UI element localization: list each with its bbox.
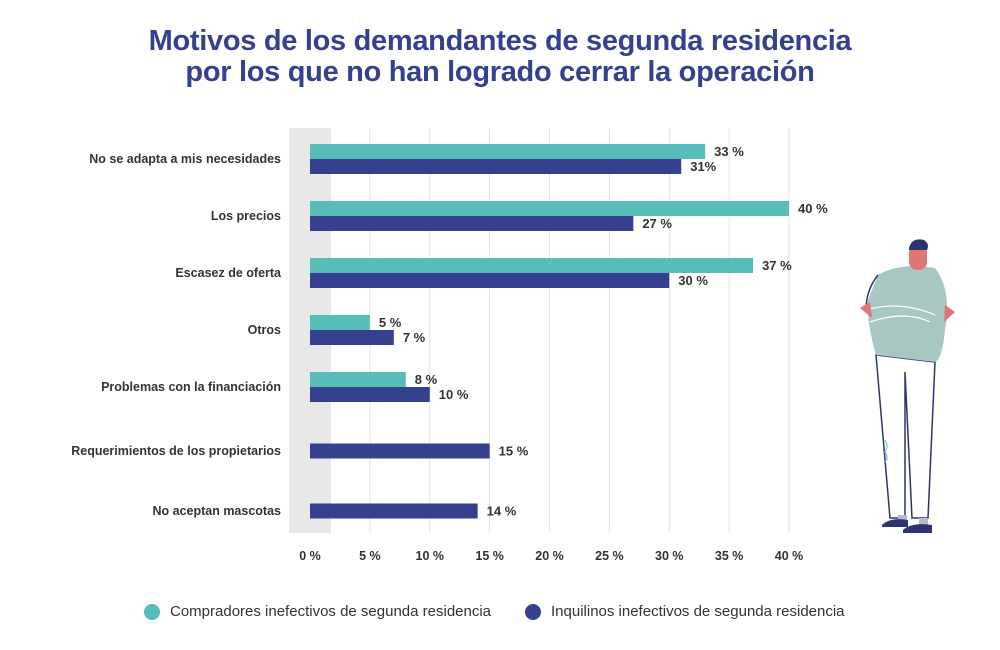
category-label: No se adapta a mis necesidades xyxy=(89,152,281,166)
legend-swatch-navy xyxy=(525,603,541,620)
x-tick-label: 10 % xyxy=(416,549,445,563)
chart-title-line-1: Motivos de los demandantes de segunda re… xyxy=(148,25,852,57)
bar-compradores xyxy=(310,144,706,159)
value-label: 30 % xyxy=(678,273,708,288)
category-label: Otros xyxy=(248,323,281,337)
value-label: 14 % xyxy=(487,504,517,519)
value-label: 31% xyxy=(690,159,716,174)
value-label: 40 % xyxy=(798,201,828,216)
legend-label: Inquilinos inefectivos de segunda reside… xyxy=(551,603,845,620)
category-label: Escasez de oferta xyxy=(175,266,282,280)
category-label: Problemas con la financiación xyxy=(101,380,281,394)
value-label: 5 % xyxy=(379,315,402,330)
x-tick-label: 30 % xyxy=(655,549,684,563)
x-tick-label: 25 % xyxy=(595,549,624,563)
x-tick-label: 40 % xyxy=(775,549,804,563)
legend-label: Compradores inefectivos de segunda resid… xyxy=(170,603,492,620)
bar-inquilinos xyxy=(310,159,682,174)
bar-inquilinos xyxy=(310,330,394,345)
bar-inquilinos xyxy=(310,387,430,402)
bar-inquilinos xyxy=(310,503,478,519)
bar-compradores xyxy=(310,201,789,216)
value-label: 37 % xyxy=(762,258,792,273)
value-label: 8 % xyxy=(415,372,438,387)
legend-item-inquilinos: Inquilinos inefectivos de segunda reside… xyxy=(525,603,845,620)
value-label: 10 % xyxy=(439,387,469,402)
x-tick-label: 20 % xyxy=(535,549,564,563)
chart-title-line-2: por los que no han logrado cerrar la ope… xyxy=(185,56,815,88)
category-label: No aceptan mascotas xyxy=(152,504,281,518)
value-label: 27 % xyxy=(642,216,672,231)
bar-compradores xyxy=(310,258,754,273)
bar-inquilinos xyxy=(310,216,634,231)
category-label: Los precios xyxy=(211,209,281,223)
x-tick-label: 5 % xyxy=(359,549,381,563)
value-label: 33 % xyxy=(714,144,744,159)
bar-inquilinos xyxy=(310,273,670,288)
x-tick-label: 15 % xyxy=(475,549,504,563)
bar-compradores xyxy=(310,372,406,387)
value-label: 7 % xyxy=(403,330,426,345)
bar-inquilinos xyxy=(310,443,490,459)
x-tick-label: 35 % xyxy=(715,549,744,563)
value-label: 15 % xyxy=(499,444,529,459)
bar-compradores xyxy=(310,315,370,330)
legend-swatch-teal xyxy=(144,603,160,620)
legend-item-compradores: Compradores inefectivos de segunda resid… xyxy=(144,603,491,620)
category-label: Requerimientos de los propietarios xyxy=(71,444,281,458)
x-tick-label: 0 % xyxy=(299,549,321,563)
